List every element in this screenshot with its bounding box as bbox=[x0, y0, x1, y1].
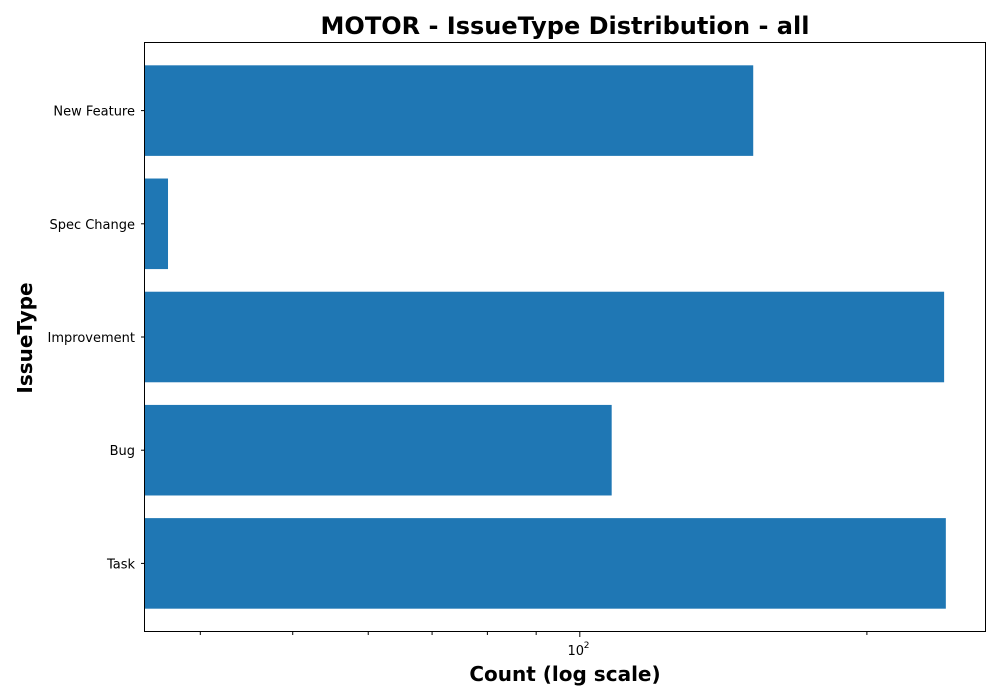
bar-spec-change bbox=[145, 178, 169, 270]
y-tick-label: Task bbox=[106, 557, 136, 572]
bars-group bbox=[145, 65, 946, 609]
y-tick-label: Spec Change bbox=[49, 218, 135, 233]
x-tick-label-base: 10 bbox=[568, 644, 585, 659]
x-axis-label: Count (log scale) bbox=[469, 662, 660, 686]
bar-improvement bbox=[145, 291, 945, 383]
bar-new-feature bbox=[145, 65, 754, 156]
bar-task bbox=[145, 518, 946, 609]
x-axis: 10 2 bbox=[199, 632, 868, 659]
y-tick-label: New Feature bbox=[53, 105, 135, 120]
chart-title: MOTOR - IssueType Distribution - all bbox=[321, 12, 810, 40]
x-tick-label-exponent: 2 bbox=[584, 641, 590, 651]
y-tick-label: Improvement bbox=[48, 331, 135, 346]
y-axis: Task Bug Improvement Spec Change New Feature bbox=[48, 105, 145, 572]
bar-bug bbox=[145, 404, 612, 496]
y-axis-label: IssueType bbox=[13, 282, 37, 393]
y-tick-label: Bug bbox=[110, 444, 135, 459]
